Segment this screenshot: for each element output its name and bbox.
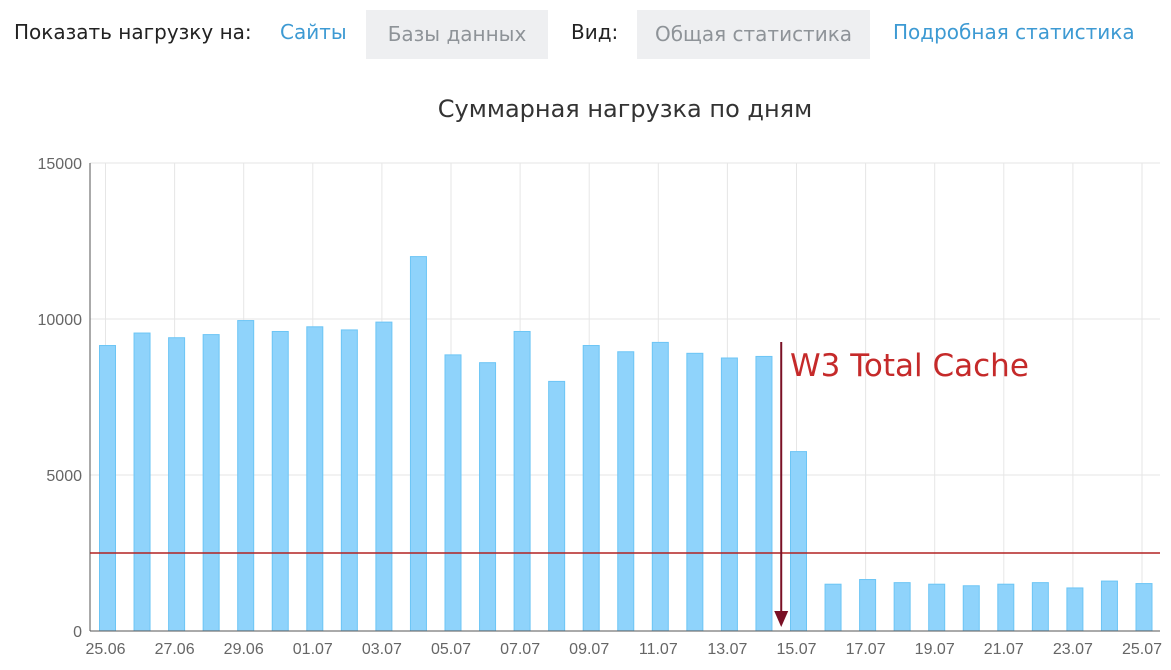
bar (479, 362, 497, 632)
databases-button[interactable]: Базы данных (366, 10, 548, 59)
x-tick-label: 21.07 (984, 641, 1024, 658)
y-tick-label: 0 (73, 624, 82, 641)
bar (1031, 582, 1049, 632)
bar (340, 329, 358, 632)
x-tick-label: 25.07 (1122, 641, 1162, 658)
x-tick-label: 25.06 (85, 641, 125, 658)
x-tick-label: 03.07 (362, 641, 402, 658)
x-tick-label: 23.07 (1053, 641, 1093, 658)
y-tick-label: 5000 (46, 468, 82, 485)
chart-axes: 0 5000 10000 15000 25.06 27.06 29.06 01.07 03.07… (38, 156, 1163, 658)
annotation-label: W3 Total Cache (790, 348, 1029, 384)
bar (133, 332, 151, 632)
bar (720, 357, 738, 632)
bar (513, 330, 531, 632)
bar (928, 583, 946, 632)
bar (1100, 580, 1118, 632)
x-tick-label: 13.07 (707, 641, 747, 658)
bar (444, 354, 462, 632)
bar (409, 256, 427, 632)
bar (582, 345, 600, 632)
y-tick-label: 10000 (38, 312, 83, 329)
chart-bars (99, 256, 1153, 632)
bar (997, 583, 1015, 632)
bar (962, 585, 980, 632)
bar (99, 345, 116, 632)
bar (617, 351, 635, 632)
annotation-arrow-head (774, 611, 789, 627)
bar (686, 352, 704, 632)
bar (237, 320, 255, 632)
x-tick-label: 29.06 (224, 641, 264, 658)
bar (824, 583, 842, 632)
bar (790, 451, 807, 632)
bar (755, 355, 773, 632)
bar (168, 337, 186, 632)
chart-annotation: W3 Total Cache (90, 342, 1160, 627)
x-tick-label: 17.07 (846, 641, 886, 658)
x-tick-label: 15.07 (776, 641, 816, 658)
bar (202, 334, 220, 632)
x-tick-label: 27.06 (155, 641, 195, 658)
bar (1135, 583, 1153, 632)
toolbar: Показать нагрузку на: Сайты Базы данных … (0, 0, 1171, 70)
sites-link[interactable]: Сайты (280, 20, 347, 44)
bar (893, 582, 911, 632)
x-tick-label: 19.07 (915, 641, 955, 658)
bar (306, 326, 324, 632)
bar (651, 341, 669, 632)
x-tick-label: 05.07 (431, 641, 471, 658)
bar (271, 330, 289, 632)
bar (548, 380, 566, 632)
view-label: Вид: (571, 20, 619, 44)
y-tick-label: 15000 (38, 156, 83, 173)
chart-title: Суммарная нагрузка по дням (437, 95, 813, 123)
bar (859, 579, 877, 632)
x-tick-label: 11.07 (639, 641, 678, 658)
bar (1066, 587, 1084, 632)
general-stats-button[interactable]: Общая статистика (637, 10, 870, 59)
x-tick-label: 07.07 (500, 641, 540, 658)
bar (375, 321, 393, 632)
detailed-stats-link[interactable]: Подробная статистика (893, 20, 1135, 44)
x-tick-label: 01.07 (293, 641, 333, 658)
x-tick-label: 09.07 (569, 641, 609, 658)
show-load-label: Показать нагрузку на: (14, 20, 252, 44)
